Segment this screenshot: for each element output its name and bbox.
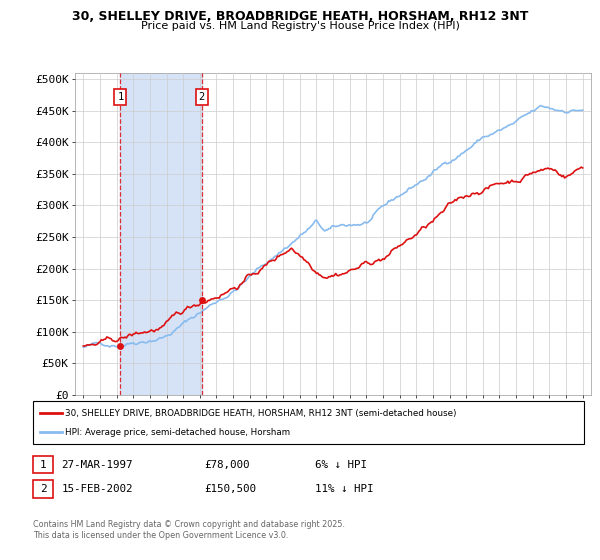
Text: Price paid vs. HM Land Registry's House Price Index (HPI): Price paid vs. HM Land Registry's House … [140, 21, 460, 31]
Text: 1: 1 [40, 460, 47, 469]
Bar [121, 73, 202, 395]
Text: 2: 2 [199, 92, 205, 102]
Text: 6% ↓ HPI: 6% ↓ HPI [315, 460, 367, 469]
Text: 2: 2 [40, 484, 47, 494]
Text: HPI: Average price, semi-detached house, Horsham: HPI: Average price, semi-detached house,… [65, 428, 290, 437]
Text: 1: 1 [118, 92, 124, 102]
Text: 11% ↓ HPI: 11% ↓ HPI [315, 484, 373, 494]
Text: This data is licensed under the Open Government Licence v3.0.: This data is licensed under the Open Gov… [33, 531, 289, 540]
Text: £78,000: £78,000 [204, 460, 250, 469]
Text: 30, SHELLEY DRIVE, BROADBRIDGE HEATH, HORSHAM, RH12 3NT: 30, SHELLEY DRIVE, BROADBRIDGE HEATH, HO… [72, 10, 528, 22]
Text: Contains HM Land Registry data © Crown copyright and database right 2025.: Contains HM Land Registry data © Crown c… [33, 520, 345, 529]
Text: 30, SHELLEY DRIVE, BROADBRIDGE HEATH, HORSHAM, RH12 3NT (semi-detached house): 30, SHELLEY DRIVE, BROADBRIDGE HEATH, HO… [65, 409, 457, 418]
Text: £150,500: £150,500 [204, 484, 256, 494]
Text: 15-FEB-2002: 15-FEB-2002 [61, 484, 133, 494]
Text: 27-MAR-1997: 27-MAR-1997 [61, 460, 133, 469]
